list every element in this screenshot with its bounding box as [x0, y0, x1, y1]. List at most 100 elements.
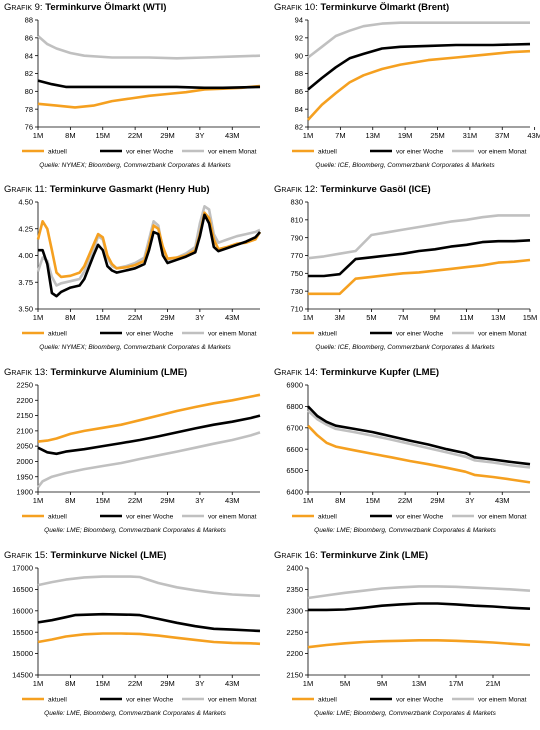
series-line-aktuell	[36, 211, 262, 279]
x-tick-label: 8M	[65, 679, 75, 688]
y-tick-label: 2300	[286, 606, 303, 615]
y-tick-label: 3.75	[18, 278, 33, 287]
y-tick-label: 6900	[286, 381, 303, 390]
y-tick-label: 15000	[12, 649, 33, 658]
y-tick-label: 78	[25, 105, 33, 114]
chart-panel: Grafik 15: Terminkurve Nickel (LME) 14500…	[0, 548, 270, 730]
series-line-monat	[37, 35, 261, 60]
x-tick-label: 7M	[398, 313, 408, 322]
chart-title-text: Terminkurve Gasmarkt (Henry Hub)	[47, 184, 210, 195]
chart-source: Quelle: LME, Bloomberg, Commerzbank Corp…	[44, 710, 226, 717]
chart-prefix: Grafik 15:	[4, 550, 48, 561]
series-line-woche	[37, 612, 261, 633]
chart-panel: Grafik 16: Terminkurve Zink (LME) 2150 220…	[270, 548, 540, 730]
legend-label-woche: vor einer Woche	[126, 330, 174, 337]
y-tick-label: 2400	[286, 564, 303, 573]
x-tick-label: 1M	[303, 131, 313, 140]
line-chart: 6400 6500 6600 6700 6800 6900 1M 8M 15M 22M 29M 3Y 4…	[286, 381, 531, 520]
x-tick-label: 8M	[65, 313, 75, 322]
x-tick-label: 5M	[366, 313, 376, 322]
chart-title-text: Terminkurve Ölmarkt (WTI)	[42, 2, 167, 13]
x-tick-label: 3Y	[195, 131, 204, 140]
series-line-monat	[37, 575, 261, 598]
x-tick-label: 5M	[340, 679, 350, 688]
x-tick-label: 13M	[365, 131, 380, 140]
line-chart: 3.50 3.75 4.00 4.25 4.50 1M 8M 15M 22M 29M 3Y 43M ak…	[18, 198, 262, 337]
x-tick-label: 25M	[430, 131, 445, 140]
y-tick-label: 810	[290, 215, 303, 224]
chart-prefix: Grafik 16:	[274, 550, 318, 561]
x-tick-label: 15M	[365, 496, 380, 505]
y-tick-label: 2150	[16, 411, 33, 420]
chart-title-text: Terminkurve Zink (LME)	[317, 550, 429, 561]
y-tick-label: 2250	[16, 381, 33, 390]
chart-prefix: Grafik 11:	[4, 184, 48, 195]
x-tick-label: 1M	[33, 496, 43, 505]
y-tick-label: 6400	[286, 488, 303, 497]
chart-title-text: Terminkurve Nickel (LME)	[47, 550, 167, 561]
chart-title: Grafik 14: Terminkurve Kupfer (LME)	[274, 367, 439, 378]
x-tick-label: 43M	[225, 131, 240, 140]
line-chart: 1900 1950 2000 2050 2100 2150 2200 2250 1M 8M 15M 2…	[16, 381, 261, 520]
x-tick-label: 29M	[160, 496, 175, 505]
y-tick-label: 6700	[286, 423, 303, 432]
chart-prefix: Grafik 12:	[274, 184, 318, 195]
y-tick-label: 82	[25, 69, 33, 78]
y-tick-label: 6500	[286, 466, 303, 475]
y-tick-label: 750	[290, 269, 303, 278]
y-tick-label: 82	[295, 123, 303, 132]
y-tick-label: 1900	[16, 488, 33, 497]
y-tick-label: 2200	[16, 396, 33, 405]
series-line-woche	[308, 239, 531, 278]
x-tick-label: 21M	[486, 679, 501, 688]
series-line-woche	[37, 414, 261, 456]
y-tick-label: 17000	[12, 564, 33, 573]
x-tick-label: 22M	[128, 131, 143, 140]
y-tick-label: 94	[295, 16, 303, 25]
chart-title-text: Terminkurve Aluminium (LME)	[47, 367, 188, 378]
series-line-monat	[36, 431, 261, 489]
x-tick-label: 3Y	[195, 496, 204, 505]
y-tick-label: 830	[290, 198, 303, 207]
chart-panel: Grafik 10: Terminkurve Ölmarkt (Brent) 82…	[270, 0, 540, 182]
legend-label-woche: vor einer Woche	[396, 513, 444, 520]
series-line-monat	[307, 409, 531, 469]
y-tick-label: 790	[290, 233, 303, 242]
chart-title-text: Terminkurve Gasöl (ICE)	[317, 184, 431, 195]
y-tick-label: 2100	[16, 426, 33, 435]
chart-source: Quelle: NYMEX; Bloomberg, Commerzbank Co…	[39, 344, 231, 351]
legend-label-aktuell: aktuell	[48, 513, 67, 520]
x-tick-label: 37M	[495, 131, 510, 140]
y-tick-label: 730	[290, 287, 303, 296]
x-tick-label: 8M	[65, 131, 75, 140]
y-tick-label: 15500	[12, 628, 33, 637]
chart-source: Quelle: LME; Bloomberg, Commerzbank Corp…	[44, 527, 226, 534]
chart-prefix: Grafik 10:	[274, 2, 318, 13]
line-chart: 14500 15000 15500 16000 16500 17000 1M 8M 15M 22M…	[12, 564, 261, 703]
x-tick-label: 17M	[449, 679, 464, 688]
chart-title: Grafik 13: Terminkurve Aluminium (LME)	[4, 367, 187, 378]
y-tick-label: 2050	[16, 442, 33, 451]
x-tick-label: 1M	[33, 313, 43, 322]
legend-label-aktuell: aktuell	[318, 696, 337, 703]
y-tick-label: 6800	[286, 402, 303, 411]
y-tick-label: 4.50	[18, 198, 33, 207]
line-chart: 76 78 80 82 84 86 88 1M 8M 15M 22M 29M 3Y 43M aktuell v…	[22, 16, 261, 155]
legend-label-monat: vor einem Monat	[208, 513, 257, 520]
x-tick-label: 1M	[33, 131, 43, 140]
chart-source: Quelle: ICE, Bloomberg, Commerzbank Corp…	[315, 344, 495, 351]
x-tick-label: 13M	[491, 313, 506, 322]
x-tick-label: 3Y	[465, 496, 474, 505]
x-tick-label: 15M	[95, 131, 110, 140]
legend-label-woche: vor einer Woche	[396, 148, 444, 155]
chart-source: Quelle: NYMEX; Bloomberg, Commerzbank Co…	[39, 162, 231, 169]
chart-source: Quelle: LME; Bloomberg, Commerzbank Corp…	[314, 710, 496, 717]
x-tick-label: 11M	[460, 313, 474, 322]
series-line-aktuell	[37, 632, 261, 646]
chart-prefix: Grafik 14:	[274, 367, 318, 378]
y-tick-label: 84	[25, 51, 33, 60]
y-tick-label: 2350	[286, 585, 303, 594]
x-tick-label: 22M	[398, 496, 413, 505]
chart-title: Grafik 10: Terminkurve Ölmarkt (Brent)	[274, 2, 449, 13]
legend-label-monat: vor einem Monat	[478, 513, 527, 520]
